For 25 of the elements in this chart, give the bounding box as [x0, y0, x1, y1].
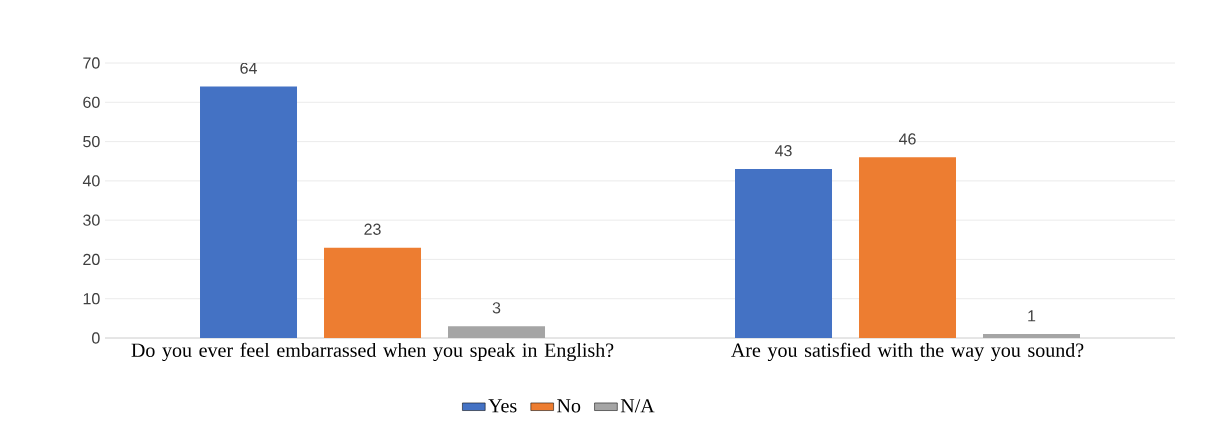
legend-label: Yes: [488, 399, 517, 413]
y-tick-label: 50: [83, 135, 100, 148]
bar: [200, 86, 298, 338]
data-label: 1: [1028, 310, 1036, 322]
y-tick-label: 70: [83, 57, 100, 69]
data-label: 43: [774, 145, 792, 157]
legend-label: No: [557, 399, 581, 413]
bar: [735, 169, 833, 338]
data-label: 3: [492, 302, 501, 314]
data-label: 46: [898, 133, 916, 145]
y-tick-label: 30: [83, 214, 100, 226]
bar: [983, 334, 1081, 338]
legend-label: N/A: [620, 399, 655, 413]
y-tick-label: 10: [83, 293, 100, 305]
bar: [324, 247, 422, 338]
bar: [859, 157, 957, 338]
y-tick-label: 20: [83, 253, 100, 266]
bar: [448, 326, 546, 338]
y-tick-label: 0: [92, 332, 100, 344]
y-tick-label: 40: [82, 175, 100, 187]
data-label: 64: [240, 62, 257, 74]
x-tick-label: Do you ever feel embarrassed when you speak in English?: [131, 342, 614, 362]
data-label: 23: [364, 223, 381, 235]
y-tick-label: 60: [83, 96, 100, 108]
x-tick-label: Are you satisfied with the way you sound?: [731, 342, 1084, 362]
